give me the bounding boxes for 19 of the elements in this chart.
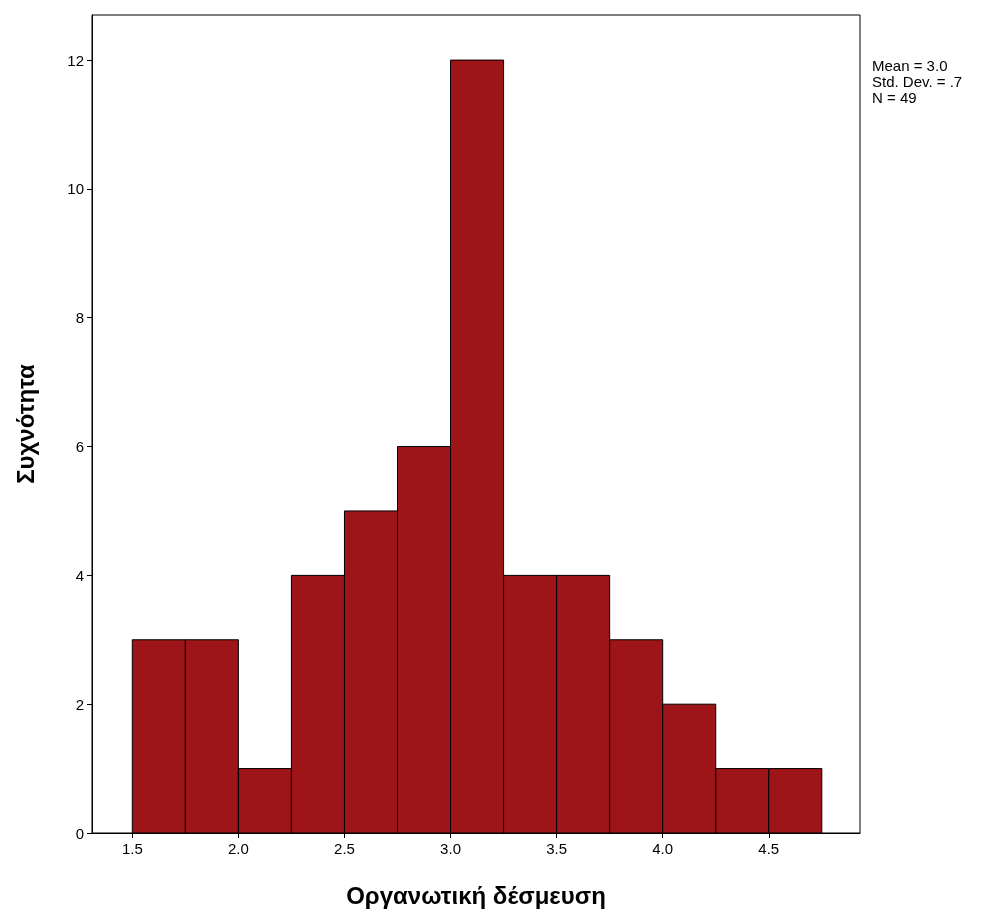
x-tick-label: 4.5 xyxy=(758,840,780,857)
x-tick-label: 4.0 xyxy=(652,840,674,857)
x-axis-title: Οργανωτική δέσμευση xyxy=(346,881,606,909)
y-tick-label: 6 xyxy=(75,438,84,456)
y-axis-title: Συχνότητα xyxy=(11,363,39,484)
text: Mean = 3.0 xyxy=(872,56,948,74)
x-tick-label: 1.5 xyxy=(121,840,143,857)
x-tick-label: 2.5 xyxy=(334,840,355,857)
x-tick-label: 3.0 xyxy=(440,840,461,857)
y-tick-label: 8 xyxy=(75,309,84,327)
y-tick-label: 0 xyxy=(75,824,84,842)
text: Std. Dev. = .7 xyxy=(872,72,963,90)
y-tick-label: 12 xyxy=(67,51,84,69)
text: N = 49 xyxy=(872,88,917,106)
y-tick-label: 10 xyxy=(67,180,84,198)
x-tick-label: 2.0 xyxy=(227,840,249,857)
y-tick-label: 2 xyxy=(75,695,84,713)
y-tick-label: 4 xyxy=(75,566,84,584)
x-tick-label: 3.5 xyxy=(546,840,568,857)
